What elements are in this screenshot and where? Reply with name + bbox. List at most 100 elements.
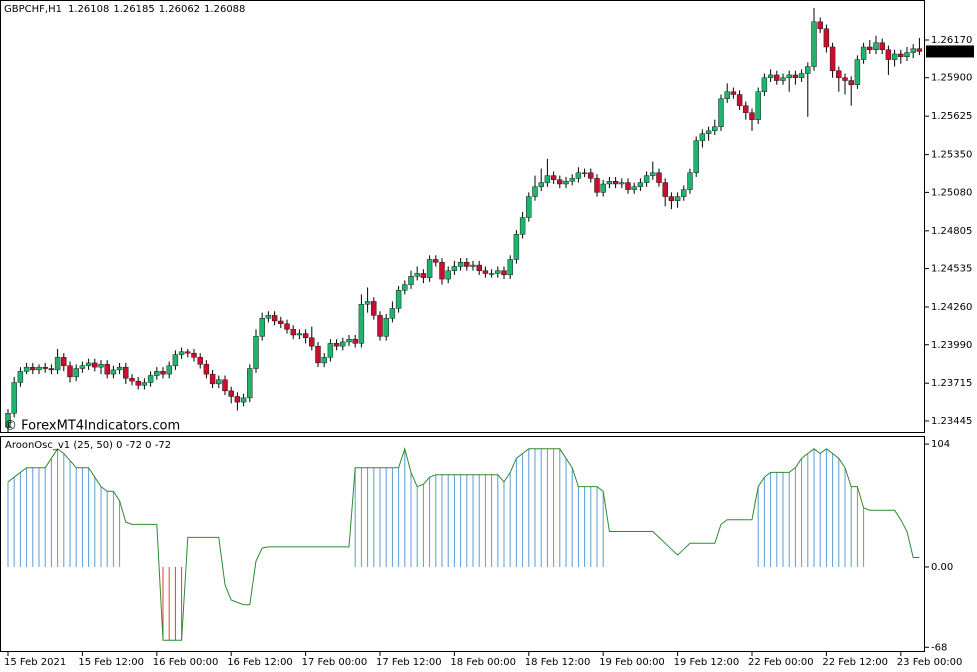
last-low: 1.26062: [159, 4, 200, 15]
candle-body: [42, 366, 48, 369]
candle-body: [513, 234, 520, 260]
candle-body: [557, 179, 563, 185]
candle-body: [352, 338, 358, 344]
last-high: 1.26185: [113, 4, 154, 15]
oscillator-line: [7, 447, 920, 641]
y-tick-label: 1.25625: [931, 111, 972, 122]
candle-body: [420, 273, 427, 278]
candle-body: [718, 98, 724, 127]
candle-body: [209, 373, 216, 385]
candle-body: [79, 365, 86, 369]
candle-body: [321, 357, 327, 364]
candle-body: [191, 352, 197, 358]
candle-body: [451, 266, 458, 271]
candle-body: [495, 270, 501, 274]
y-tick-label: 1.24535: [931, 264, 972, 275]
oscillator-panel: [0, 436, 925, 652]
candle-body: [340, 341, 346, 347]
candle-body: [290, 329, 296, 336]
candle-body: [507, 259, 513, 276]
candle-body: [222, 379, 228, 392]
candle-body: [774, 74, 780, 81]
y-tick-label: 1.25350: [931, 150, 972, 161]
x-tick-label: 19 Feb 00:00: [599, 657, 665, 668]
candle-body: [780, 77, 786, 81]
candle-body: [637, 182, 644, 187]
candle-body: [147, 375, 154, 383]
candle-body: [594, 178, 600, 193]
candle-body: [154, 371, 160, 376]
candle-body: [203, 364, 210, 375]
candle-body: [612, 180, 619, 185]
candle-body: [426, 259, 433, 278]
x-tick-label: 18 Feb 12:00: [525, 657, 591, 668]
candle-body: [836, 70, 842, 78]
candle-body: [123, 366, 129, 379]
y-tick-label: 1.26170: [931, 35, 972, 46]
watermark: © ForexMT4Indicators.com: [4, 419, 180, 434]
x-tick-label: 15 Feb 12:00: [78, 657, 144, 668]
candle-body: [681, 189, 687, 197]
candle-body: [271, 315, 278, 322]
candle-body: [674, 196, 681, 201]
candle-body: [643, 175, 650, 183]
candle-body: [829, 46, 836, 71]
candle-body: [30, 366, 36, 371]
candle-body: [389, 308, 396, 319]
candle-body: [172, 354, 179, 366]
candle-body: [885, 49, 892, 60]
candle-body: [433, 259, 439, 263]
candle-body: [61, 357, 67, 366]
candle-body: [265, 315, 272, 319]
candle-body: [395, 290, 402, 309]
candle-body: [364, 301, 371, 305]
candle-body: [85, 362, 92, 366]
price-panel: [0, 0, 925, 433]
candle-body: [724, 91, 730, 99]
y-tick-label: 1.24260: [931, 302, 972, 313]
candle-body: [625, 182, 631, 190]
candle-body: [284, 323, 290, 330]
candle-body: [11, 382, 17, 414]
candle-body: [445, 270, 451, 280]
candle-body: [240, 397, 247, 403]
candle-body: [129, 378, 135, 382]
candle-body: [910, 48, 916, 53]
candle-body: [550, 175, 557, 180]
candle-body: [501, 270, 507, 276]
candle-body: [160, 371, 166, 375]
candle-body: [904, 52, 910, 57]
candle-body: [811, 21, 817, 67]
candle-body: [253, 336, 259, 369]
candle-body: [823, 28, 830, 48]
y-tick-label: 1.23445: [931, 416, 972, 427]
candle-body: [92, 362, 98, 368]
candle-body: [259, 317, 265, 337]
candle-body: [538, 182, 544, 187]
current-price-box: [926, 45, 974, 58]
candle-body: [23, 366, 30, 372]
candle-body: [358, 304, 365, 344]
symbol-title: GBPCHF,H1: [4, 4, 62, 15]
candle-body: [414, 273, 420, 277]
x-tick-label: 23 Feb 00:00: [897, 657, 963, 668]
candle-body: [687, 172, 693, 190]
candle-body: [563, 180, 569, 185]
candle-body: [761, 77, 768, 92]
candle-body: [216, 379, 222, 385]
x-tick-label: 15 Feb 2021: [4, 657, 66, 668]
candle-body: [48, 368, 55, 371]
candle-body: [526, 196, 532, 218]
candle-body: [693, 140, 699, 173]
candle-body: [699, 133, 706, 141]
candle-body: [383, 317, 389, 337]
candle-body: [296, 333, 303, 336]
candle-body: [817, 21, 823, 30]
candle-body: [278, 320, 284, 324]
candle-body: [730, 91, 737, 95]
candle-body: [860, 46, 867, 60]
x-tick-label: 16 Feb 00:00: [153, 657, 219, 668]
candle-body: [842, 77, 848, 81]
candle-body: [346, 338, 352, 343]
last-open: 1.26108: [68, 4, 109, 15]
